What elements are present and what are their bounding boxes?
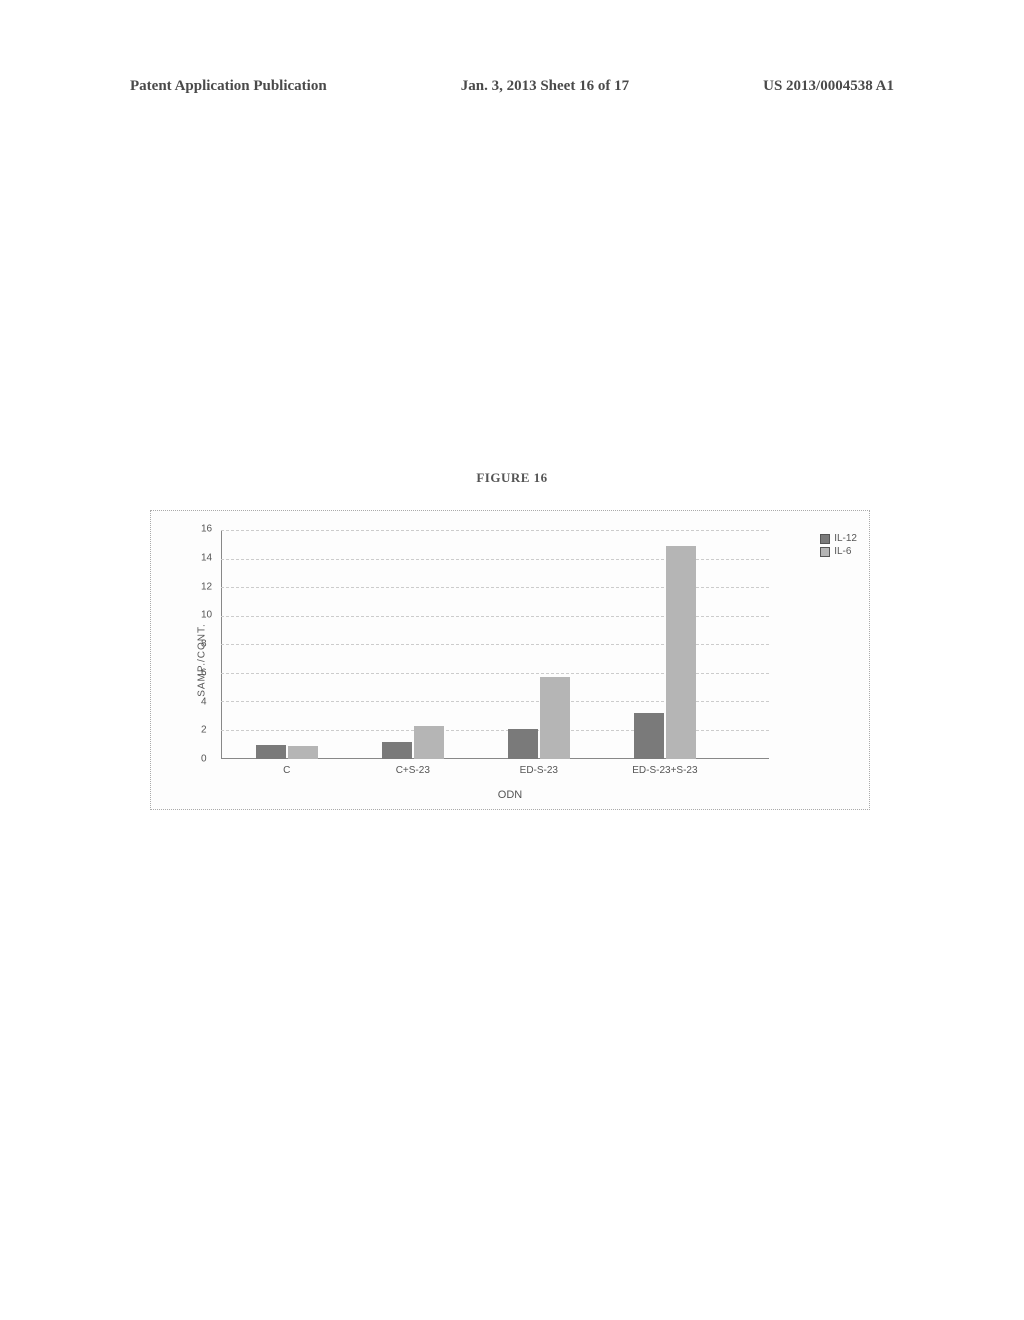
bar-group (256, 745, 318, 759)
bar (288, 746, 318, 759)
y-tick-label: 12 (201, 581, 212, 592)
legend-swatch-il6 (820, 547, 830, 557)
legend-label-il12: IL-12 (834, 533, 857, 544)
x-tick-label: C+S-23 (396, 765, 430, 776)
legend-item-il12: IL-12 (820, 533, 857, 544)
figure-title: FIGURE 16 (476, 470, 547, 486)
plot-area: CC+S-23ED-S-23ED-S-23+S-23 (221, 531, 769, 759)
legend-label-il6: IL-6 (834, 546, 851, 557)
header-left: Patent Application Publication (130, 78, 327, 95)
legend: IL-12 IL-6 (820, 533, 857, 559)
x-tick-label: ED-S-23 (520, 765, 558, 776)
bar (634, 713, 664, 759)
bar (540, 677, 570, 759)
x-tick-label: C (283, 765, 290, 776)
bar (256, 745, 286, 759)
bar (414, 726, 444, 759)
bar-group (634, 546, 696, 759)
chart-container: SAMP./CONT. ODN IL-12 IL-6 CC+S-23ED-S-2… (150, 510, 870, 810)
bar (382, 742, 412, 759)
y-tick-label: 4 (201, 696, 207, 707)
header-center: Jan. 3, 2013 Sheet 16 of 17 (461, 78, 629, 95)
y-tick-label: 0 (201, 754, 207, 765)
y-tick-label: 10 (201, 610, 212, 621)
y-tick-label: 14 (201, 552, 212, 563)
header-right: US 2013/0004538 A1 (763, 78, 894, 95)
y-axis-label: SAMP./CONT. (196, 623, 207, 697)
y-tick-label: 8 (201, 639, 207, 650)
bar (508, 729, 538, 759)
page-header: Patent Application Publication Jan. 3, 2… (130, 78, 894, 95)
bar-group (382, 726, 444, 759)
gridline (221, 530, 769, 531)
bar (666, 546, 696, 759)
bar-group (508, 677, 570, 759)
y-axis-line (221, 531, 222, 759)
x-tick-label: ED-S-23+S-23 (632, 765, 697, 776)
y-tick-label: 2 (201, 725, 207, 736)
y-tick-label: 6 (201, 667, 207, 678)
x-axis-label: ODN (498, 789, 522, 801)
legend-swatch-il12 (820, 534, 830, 544)
y-tick-label: 16 (201, 524, 212, 535)
legend-item-il6: IL-6 (820, 546, 857, 557)
